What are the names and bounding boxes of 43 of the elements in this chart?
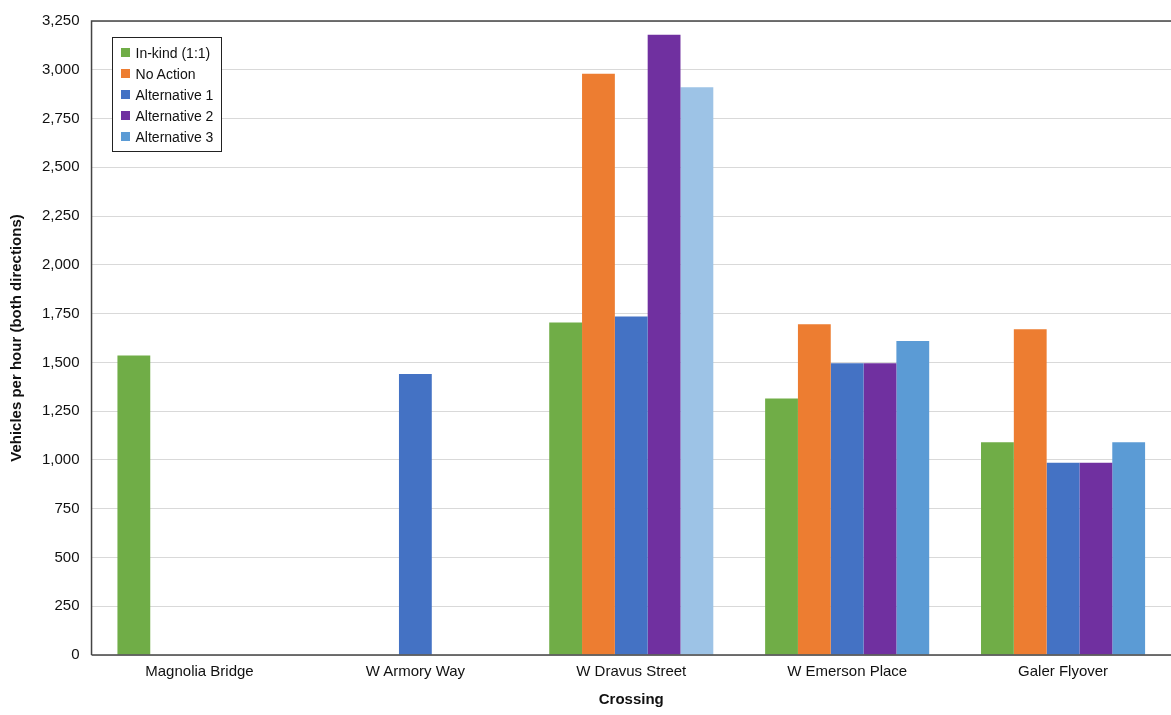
bar <box>797 324 831 655</box>
bar <box>765 398 798 655</box>
x-tick-label: W Dravus Street <box>576 662 688 680</box>
y-tick-label: 1,500 <box>41 352 80 370</box>
y-tick-label: 750 <box>54 498 80 516</box>
bar <box>981 442 1014 655</box>
x-tick-label: Magnolia Bridge <box>145 662 254 680</box>
x-tick-label: Galer Flyover <box>1018 662 1109 680</box>
bar <box>1112 442 1146 655</box>
y-tick-label: 250 <box>54 596 80 614</box>
x-tick-label: W Emerson Place <box>787 662 908 680</box>
bar <box>863 363 897 655</box>
bar <box>614 316 648 655</box>
legend-label: Alternative 2 <box>135 107 214 124</box>
bar <box>1046 462 1080 655</box>
y-tick-label: 1,750 <box>41 303 80 321</box>
bar <box>896 340 930 655</box>
bar <box>1013 329 1047 655</box>
bar <box>117 355 151 655</box>
y-tick-label: 1,000 <box>41 450 80 468</box>
bar <box>549 322 583 655</box>
legend-label: No Action <box>135 65 196 82</box>
y-tick-label: 2,250 <box>41 206 80 224</box>
x-tick-label: W Armory Way <box>365 662 466 680</box>
legend-label: In-kind (1:1) <box>135 44 211 61</box>
bar <box>1079 462 1113 655</box>
x-axis-title: Crossing <box>598 690 664 708</box>
y-tick-label: 3,000 <box>41 59 80 77</box>
legend-label: Alternative 3 <box>135 128 214 145</box>
y-axis-title: Vehicles per hour (both directions) <box>7 214 25 462</box>
bar <box>582 73 615 655</box>
y-tick-label: 0 <box>71 645 80 663</box>
bar <box>830 363 864 655</box>
y-tick-label: 3,250 <box>41 11 80 29</box>
y-tick-label: 2,750 <box>41 108 80 126</box>
bar <box>647 34 681 655</box>
y-tick-label: 2,000 <box>41 254 80 272</box>
bar <box>398 374 432 655</box>
y-tick-label: 1,250 <box>41 401 80 419</box>
legend-label: Alternative 1 <box>135 86 214 103</box>
bar <box>680 87 714 655</box>
y-tick-label: 2,500 <box>41 157 80 175</box>
y-tick-label: 500 <box>54 547 80 565</box>
